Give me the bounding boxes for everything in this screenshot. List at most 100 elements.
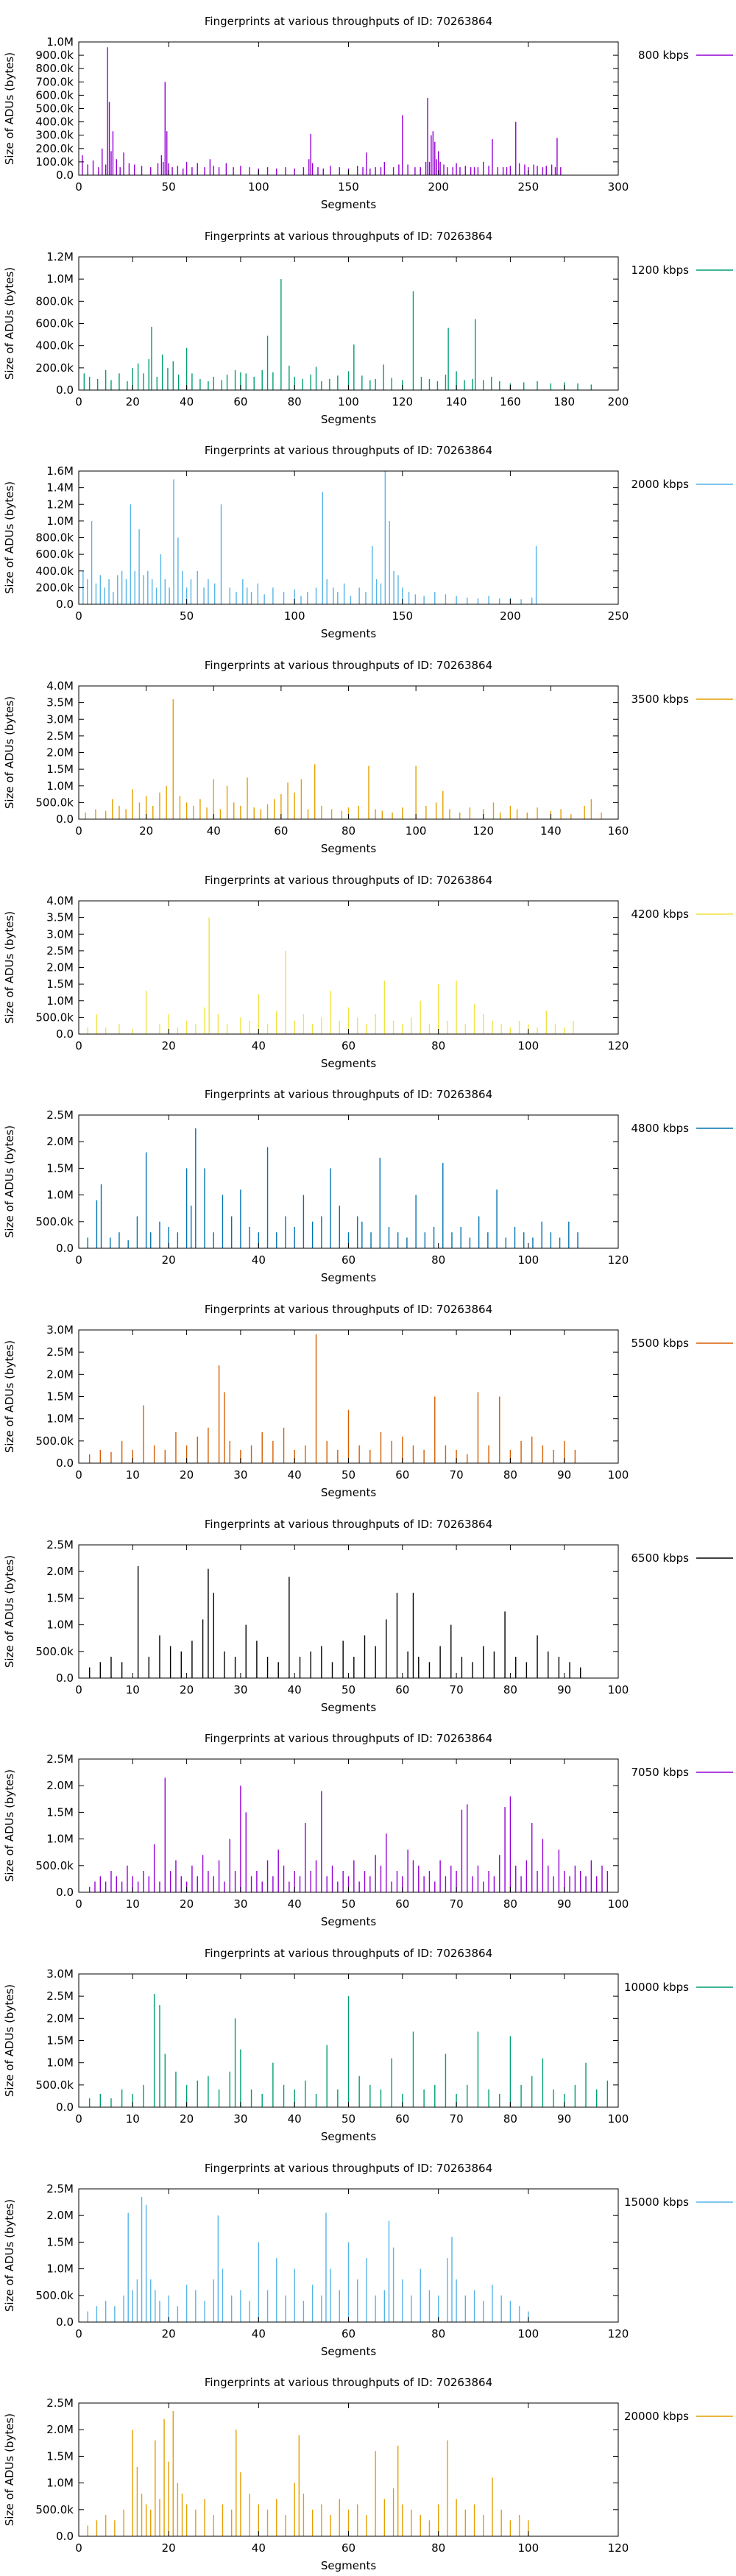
y-tick-label: 3.0M: [46, 1967, 74, 1981]
y-axis-label: Size of ADUs (bytes): [3, 2199, 16, 2312]
y-tick-label: 2.0M: [46, 746, 74, 760]
x-tick-label: 50: [342, 1468, 355, 1482]
y-tick-label: 2.0M: [46, 1565, 74, 1578]
y-tick-label: 300.0k: [35, 129, 74, 142]
x-tick-label: 80: [431, 1039, 445, 1052]
x-axis-label: Segments: [321, 842, 377, 855]
x-tick-label: 80: [503, 1897, 517, 1911]
x-tick-label: 80: [431, 1253, 445, 1267]
x-tick-label: 30: [233, 1683, 247, 1696]
legend-label: 20000 kbps: [624, 2410, 689, 2423]
y-tick-label: 2.0M: [46, 1135, 74, 1148]
x-tick-label: 0: [75, 1253, 82, 1267]
y-axis-label: Size of ADUs (bytes): [3, 52, 16, 165]
y-tick-label: 1.0M: [46, 1833, 74, 1846]
x-tick-label: 120: [608, 2327, 629, 2340]
bar-series: [82, 47, 562, 175]
plot-frame: [78, 470, 619, 605]
y-tick-label: 0.0: [56, 1242, 74, 1255]
x-axis-label: Segments: [321, 1915, 377, 1928]
legend-label: 7050 kbps: [631, 1766, 690, 1779]
y-tick-label: 800.0k: [35, 294, 74, 308]
y-tick-label: 700.0k: [35, 75, 74, 88]
chart-panel-10: Fingerprints at various throughputs of I…: [3, 2162, 733, 2358]
x-tick-label: 40: [288, 1468, 302, 1482]
y-tick-label: 0.0: [56, 1671, 74, 1685]
x-tick-label: 10: [126, 1897, 140, 1911]
y-tick-label: 0.0: [56, 383, 74, 397]
bar-series: [87, 2410, 529, 2536]
y-tick-label: 1.0M: [46, 1412, 74, 1426]
y-tick-label: 200.0k: [35, 361, 74, 375]
x-tick-label: 80: [342, 824, 355, 838]
y-tick-label: 0.0: [56, 1457, 74, 1470]
legend-label: 6500 kbps: [631, 1551, 690, 1565]
y-axis-label: Size of ADUs (bytes): [3, 911, 16, 1024]
y-tick-label: 0.0: [56, 2315, 74, 2329]
x-tick-label: 250: [518, 180, 539, 194]
y-tick-label: 0.0: [56, 169, 74, 182]
y-tick-label: 100.0k: [35, 155, 74, 169]
x-tick-label: 40: [180, 395, 194, 408]
chart-title: Fingerprints at various throughputs of I…: [205, 2162, 492, 2175]
x-axis-label: Segments: [321, 413, 377, 426]
bar-series: [88, 1777, 609, 1892]
x-tick-label: 0: [75, 180, 82, 194]
chart-panel-6: Fingerprints at various throughputs of I…: [3, 1303, 733, 1499]
y-axis-label: Size of ADUs (bytes): [3, 1340, 16, 1453]
legend-label: 4200 kbps: [631, 907, 690, 921]
x-tick-label: 100: [518, 2327, 539, 2340]
chart-title: Fingerprints at various throughputs of I…: [205, 1518, 492, 1531]
x-tick-label: 120: [392, 395, 413, 408]
plot-frame: [78, 41, 619, 176]
x-tick-label: 100: [608, 1468, 629, 1482]
chart-panel-2: Fingerprints at various throughputs of I…: [3, 444, 733, 640]
x-tick-label: 60: [274, 824, 288, 838]
x-axis-label: Segments: [321, 2559, 377, 2572]
y-tick-label: 900.0k: [35, 49, 74, 62]
y-tick-label: 600.0k: [35, 317, 74, 330]
x-tick-label: 50: [342, 1683, 355, 1696]
x-tick-label: 30: [233, 2112, 247, 2126]
y-tick-label: 1.5M: [46, 2034, 74, 2048]
y-tick-label: 600.0k: [35, 548, 74, 561]
x-tick-label: 120: [608, 2541, 629, 2555]
x-tick-label: 60: [342, 1039, 355, 1052]
y-tick-label: 500.0k: [35, 1011, 74, 1024]
legend-label: 4800 kbps: [631, 1122, 690, 1135]
y-axis-label: Size of ADUs (bytes): [3, 1984, 16, 2097]
y-tick-label: 500.0k: [35, 1859, 74, 1872]
x-tick-label: 60: [342, 2541, 355, 2555]
x-tick-label: 30: [233, 1897, 247, 1911]
bar-series: [85, 699, 602, 819]
x-tick-label: 100: [608, 1897, 629, 1911]
x-axis-label: Segments: [321, 198, 377, 211]
x-tick-label: 150: [392, 609, 413, 623]
x-tick-label: 40: [252, 2541, 266, 2555]
x-tick-label: 40: [288, 2112, 302, 2126]
chart-panel-3: Fingerprints at various throughputs of I…: [3, 659, 733, 855]
y-tick-label: 500.0k: [35, 796, 74, 809]
y-tick-label: 0.0: [56, 1027, 74, 1041]
y-tick-label: 2.0M: [46, 1367, 74, 1381]
x-tick-label: 0: [75, 1683, 82, 1696]
y-axis-label: Size of ADUs (bytes): [3, 2413, 16, 2526]
y-tick-label: 1.5M: [46, 1390, 74, 1404]
x-tick-label: 30: [233, 1468, 247, 1482]
chart-title: Fingerprints at various throughputs of I…: [205, 444, 492, 457]
legend-label: 3500 kbps: [631, 693, 690, 706]
y-tick-label: 1.0M: [46, 2056, 74, 2070]
x-tick-label: 100: [248, 180, 269, 194]
y-tick-label: 1.0M: [46, 1189, 74, 1202]
y-tick-label: 500.0k: [35, 1434, 74, 1448]
legend-label: 800 kbps: [638, 49, 689, 62]
x-tick-label: 50: [180, 609, 194, 623]
x-tick-label: 20: [180, 1468, 194, 1482]
x-tick-label: 0: [75, 609, 82, 623]
x-tick-label: 120: [608, 1039, 629, 1052]
x-tick-label: 140: [446, 395, 467, 408]
x-tick-label: 0: [75, 1897, 82, 1911]
x-tick-label: 250: [608, 609, 629, 623]
x-tick-label: 180: [553, 395, 575, 408]
x-tick-label: 20: [162, 1253, 176, 1267]
